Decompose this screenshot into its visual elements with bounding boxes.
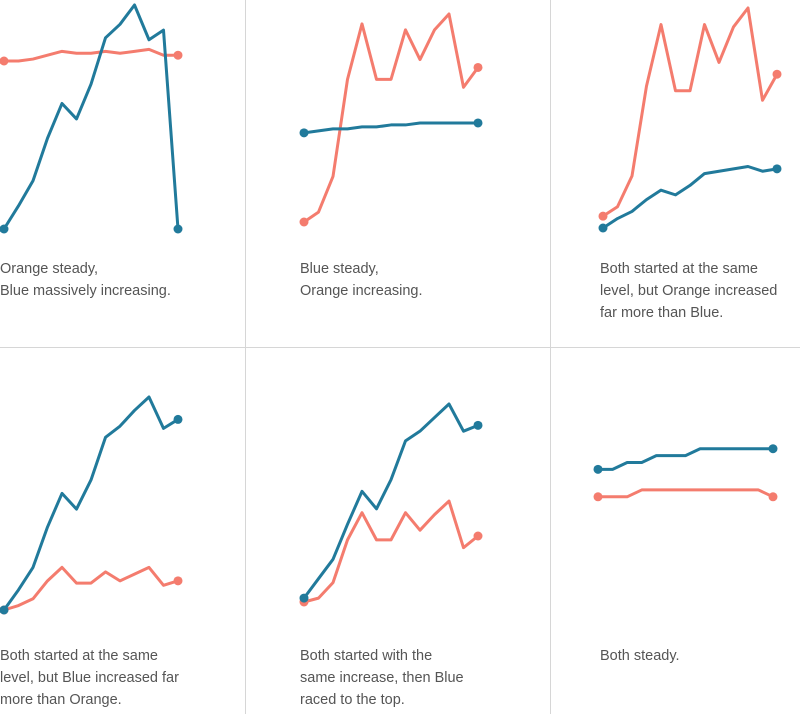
blue-series-line xyxy=(601,164,779,230)
chart-panel-6 xyxy=(593,435,778,538)
divider-vertical-2 xyxy=(550,0,551,714)
chart-svg-1 xyxy=(0,3,183,234)
chart-caption-4: Both started at the same level, but Blue… xyxy=(0,648,179,708)
blue-end-point xyxy=(173,224,183,234)
orange-end-point xyxy=(173,576,183,586)
orange-series-line xyxy=(302,12,480,224)
orange-series-line xyxy=(2,47,180,63)
orange-end-point xyxy=(473,62,483,72)
blue-end-point xyxy=(173,414,183,424)
blue-start-point xyxy=(299,593,309,603)
chart-panel-1 xyxy=(0,3,183,234)
orange-start-point xyxy=(598,211,608,221)
blue-series-line xyxy=(2,3,180,231)
blue-series-line xyxy=(302,121,480,135)
blue-series-line xyxy=(302,402,480,600)
blue-start-point xyxy=(593,464,603,474)
chart-caption-3: Both started at the same level, but Oran… xyxy=(600,261,778,321)
orange-start-point xyxy=(0,56,9,66)
chart-caption-2: Blue steady, Orange increasing. xyxy=(300,261,423,299)
chart-svg-5 xyxy=(299,402,483,607)
orange-start-point xyxy=(593,492,603,502)
orange-series-line xyxy=(302,499,480,604)
chart-panel-5 xyxy=(299,402,483,607)
blue-start-point xyxy=(299,128,309,138)
blue-start-point xyxy=(598,223,608,233)
blue-start-point xyxy=(0,224,9,234)
chart-svg-4 xyxy=(0,395,183,615)
orange-end-point xyxy=(768,492,778,502)
chart-caption-1: Orange steady, Blue massively increasing… xyxy=(0,261,171,299)
chart-caption-5: Both started with the same increase, the… xyxy=(300,648,464,708)
chart-svg-3 xyxy=(598,6,782,233)
chart-panel-3 xyxy=(598,6,782,233)
chart-caption-6: Both steady. xyxy=(600,648,680,664)
chart-panel-4 xyxy=(0,395,183,615)
blue-end-point xyxy=(768,444,778,454)
blue-end-point xyxy=(772,164,782,174)
chart-svg-6 xyxy=(593,444,778,502)
blue-end-point xyxy=(473,118,483,128)
chart-panel-2 xyxy=(299,12,483,227)
orange-series-line xyxy=(601,6,779,218)
orange-end-point xyxy=(173,50,183,60)
blue-start-point xyxy=(0,605,9,615)
divider-vertical-1 xyxy=(245,0,246,714)
divider-horizontal xyxy=(0,347,800,348)
orange-start-point xyxy=(299,217,309,227)
orange-series-line xyxy=(596,488,775,499)
orange-series-line xyxy=(2,565,180,612)
blue-series-line xyxy=(2,395,180,612)
blue-series-line xyxy=(596,447,775,471)
blue-end-point xyxy=(473,420,483,430)
orange-end-point xyxy=(772,69,782,79)
orange-end-point xyxy=(473,531,483,541)
chart-svg-2 xyxy=(299,12,483,227)
